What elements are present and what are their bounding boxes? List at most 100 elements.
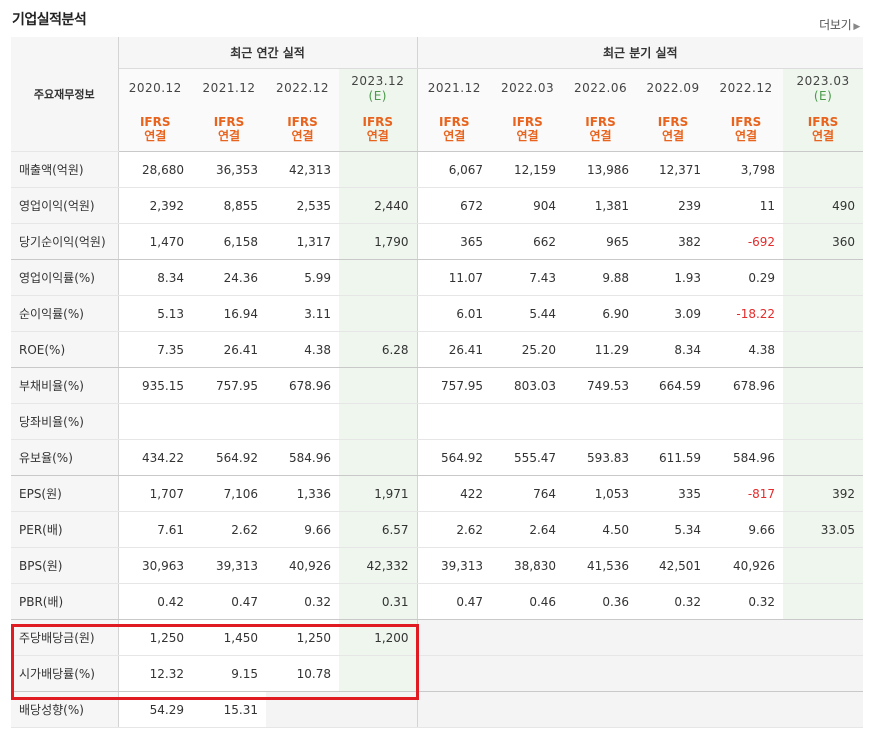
table-cell [709, 403, 784, 440]
row-label: BPS(원) [11, 547, 119, 584]
period-date: 2022.12 [266, 68, 339, 107]
table-cell [783, 655, 864, 692]
table-cell: 584.96 [709, 439, 784, 476]
table-cell: 6.01 [416, 295, 492, 332]
row-label: 부채비율(%) [11, 367, 119, 404]
ifrs-label: IFRS 연결 [192, 107, 266, 152]
period-date: 2022.06 [564, 68, 638, 107]
table-cell [783, 259, 864, 296]
table-cell: 564.92 [416, 439, 492, 476]
ifrs-label: IFRS 연결 [783, 107, 864, 152]
table-cell: 678.96 [266, 367, 339, 404]
table-cell [783, 295, 864, 332]
table-cell [266, 691, 339, 728]
period-date: 2023.12 (E) [339, 68, 418, 107]
table-cell [783, 331, 864, 368]
table-cell: 11 [709, 187, 784, 224]
row-label: 유보율(%) [11, 439, 119, 476]
table-cell: 9.88 [564, 259, 638, 296]
table-cell: 40,926 [709, 547, 784, 584]
table-cell: 0.31 [339, 583, 418, 620]
table-cell: 42,332 [339, 547, 418, 584]
table-cell [491, 619, 565, 656]
table-cell: 5.13 [118, 295, 192, 332]
table-row: 매출액(억원) 28,680 36,353 42,313 6,067 12,159 13,9… [11, 151, 864, 188]
period-date-label: 2022.03 [500, 81, 555, 95]
table-cell [637, 403, 710, 440]
table-cell: 0.36 [564, 583, 638, 620]
period-date: 2021.12 [416, 68, 492, 107]
table-cell: 422 [416, 475, 492, 512]
row-label: 당기순이익(억원) [11, 223, 119, 260]
table-cell: 1,317 [266, 223, 339, 260]
table-cell: 9.66 [266, 511, 339, 548]
table-cell: 0.29 [709, 259, 784, 296]
annual-header: 최근 연간 실적 [118, 37, 418, 69]
table-cell: 24.36 [192, 259, 266, 296]
table-cell: 30,963 [118, 547, 192, 584]
table-cell: 16.94 [192, 295, 266, 332]
table-cell: 8.34 [637, 331, 710, 368]
table-row: 주당배당금(원) 1,250 1,450 1,250 1,200 [11, 619, 864, 656]
table-cell: 0.42 [118, 583, 192, 620]
table-cell: 564.92 [192, 439, 266, 476]
table-cell: 935.15 [118, 367, 192, 404]
table-cell [491, 403, 565, 440]
table-cell: 6,158 [192, 223, 266, 260]
table-cell [783, 367, 864, 404]
table-cell: 1,971 [339, 475, 418, 512]
table-cell: 40,926 [266, 547, 339, 584]
table-cell: 11.29 [564, 331, 638, 368]
table-cell: 39,313 [416, 547, 492, 584]
table-cell: 1,381 [564, 187, 638, 224]
table-cell: 41,536 [564, 547, 638, 584]
ifrs-bottom: 연결 [589, 129, 612, 143]
ifrs-label: IFRS 연결 [564, 107, 638, 152]
table-cell: 6.57 [339, 511, 418, 548]
ifrs-top: IFRS [139, 115, 171, 129]
table-cell: 5.99 [266, 259, 339, 296]
table-cell: 5.44 [491, 295, 565, 332]
row-label: 배당성향(%) [11, 691, 119, 728]
table-cell: 1,707 [118, 475, 192, 512]
ifrs-top: IFRS [439, 115, 470, 129]
row-label: 당좌비율(%) [11, 403, 119, 440]
table-cell: 904 [491, 187, 565, 224]
period-date-label: 2022.12 [275, 81, 330, 95]
period-date-label: 2022.06 [573, 81, 628, 95]
table-cell [564, 619, 638, 656]
table-cell: 803.03 [491, 367, 565, 404]
table-row: PER(배) 7.61 2.62 9.66 6.57 2.62 2.64 4.50 5.34 9.… [11, 511, 864, 548]
more-link[interactable]: 더보기 ▶ [819, 16, 860, 33]
table-cell: 4.50 [564, 511, 638, 548]
section-title: 기업실적분석 [12, 12, 87, 28]
table-cell: 360 [783, 223, 864, 260]
period-date-label: 2022.12 [719, 81, 773, 95]
table-cell: 15.31 [192, 691, 266, 728]
table-cell: -692 [709, 223, 784, 260]
ifrs-top: IFRS [213, 115, 245, 129]
row-label: 시가배당률(%) [11, 655, 119, 692]
ifrs-label: IFRS 연결 [416, 107, 492, 152]
ifrs-bottom: 연결 [291, 129, 314, 143]
ifrs-top: IFRS [807, 115, 839, 129]
table-cell: 25.20 [491, 331, 565, 368]
table-cell [637, 691, 710, 728]
table-row: 유보율(%) 434.22 564.92 584.96 564.92 555.47 593.… [11, 439, 864, 476]
table-cell [709, 619, 784, 656]
table-cell [266, 403, 339, 440]
table-cell: 0.47 [192, 583, 266, 620]
table-cell [118, 403, 192, 440]
row-label: EPS(원) [11, 475, 119, 512]
estimate-label: (E) [368, 89, 387, 103]
table-cell: 1,336 [266, 475, 339, 512]
table-cell: 1,470 [118, 223, 192, 260]
table-cell: 392 [783, 475, 864, 512]
table-cell: 39,313 [192, 547, 266, 584]
table-cell: 7.35 [118, 331, 192, 368]
ifrs-bottom: 연결 [662, 129, 685, 143]
table-cell: 0.46 [491, 583, 565, 620]
table-row: 영업이익(억원) 2,392 8,855 2,535 2,440 672 904 1,381 2… [11, 187, 864, 224]
table-cell [564, 403, 638, 440]
table-cell: 42,501 [637, 547, 710, 584]
